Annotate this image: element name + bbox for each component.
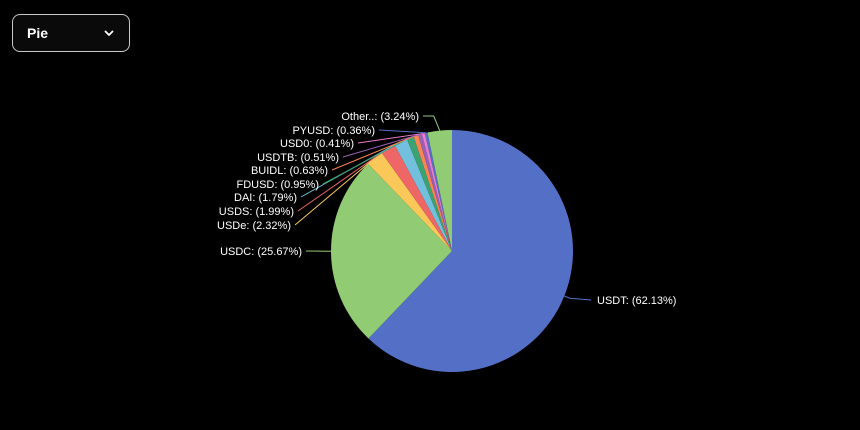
pie-slice-other[interactable] (427, 130, 452, 251)
pie-slice-usds[interactable] (381, 144, 452, 251)
leader-line-usdtb (342, 133, 421, 158)
pie-slices (331, 130, 573, 372)
slice-label-usde: USDe: (2.32%) (217, 220, 291, 232)
pie-slice-buidl[interactable] (413, 134, 452, 251)
pie-slice-usdtb[interactable] (418, 133, 452, 251)
pie-slice-dai[interactable] (394, 138, 452, 251)
leader-line-usde (294, 157, 375, 226)
leader-line-fdusd (322, 137, 411, 185)
slice-label-usds: USDS: (1.99%) (219, 206, 294, 218)
pie-slice-usd0[interactable] (421, 133, 452, 251)
chart-type-select[interactable]: Pie (12, 14, 130, 52)
leader-line-usd0 (357, 132, 424, 144)
pie-slice-usdc[interactable] (331, 163, 452, 339)
slice-label-usdt: USDT: (62.13%) (597, 295, 676, 307)
leader-line-usdt (564, 295, 592, 301)
slice-label-other: Other..: (3.24%) (341, 111, 419, 123)
pie-slice-pyusd[interactable] (424, 132, 452, 251)
slice-label-buidl: BUIDL: (0.63%) (251, 165, 328, 177)
leader-line-buidl (331, 135, 416, 171)
pie-slice-fdusd[interactable] (406, 136, 452, 251)
slice-label-fdusd: FDUSD: (0.95%) (236, 179, 319, 191)
leader-line-pyusd (378, 129, 427, 134)
chart-type-selected-value: Pie (27, 25, 49, 41)
slice-label-usd0: USD0: (0.41%) (280, 138, 354, 150)
pie-slice-usdt[interactable] (368, 130, 573, 372)
pie-slice-usde[interactable] (368, 152, 452, 251)
slice-label-usdtb: USDTB: (0.51%) (257, 152, 339, 164)
leader-line-usds (297, 147, 389, 212)
slice-label-usdc: USDC: (25.67%) (220, 246, 302, 258)
leader-line-other (423, 115, 441, 131)
slice-label-pyusd: PYUSD: (0.36%) (292, 125, 375, 137)
pie-labels: USDT: (62.13%) USDC: (25.67%) USDe: (2.32%… (217, 111, 676, 307)
slice-label-dai: DAI: (1.79%) (234, 192, 297, 204)
chevron-down-icon (103, 27, 115, 39)
